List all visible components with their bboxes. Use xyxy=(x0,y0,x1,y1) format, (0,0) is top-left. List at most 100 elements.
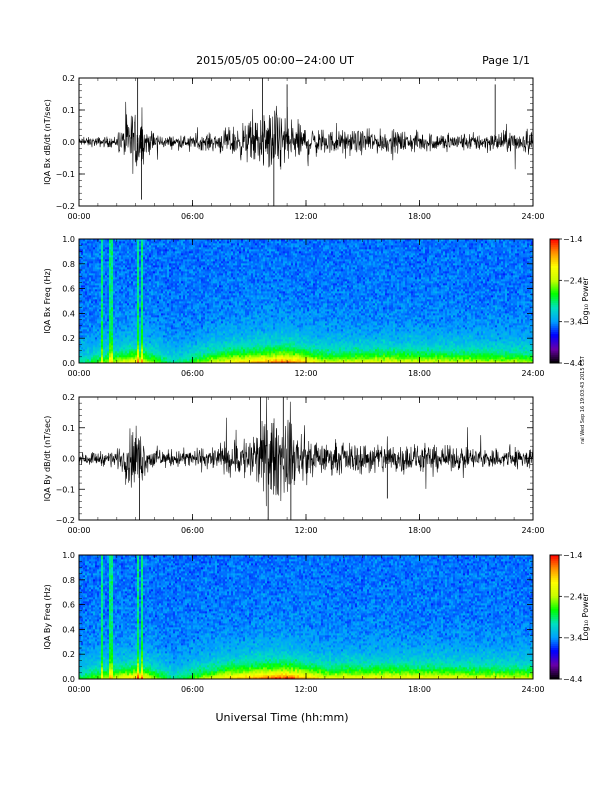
spectrogram-cell xyxy=(103,349,106,352)
spectrogram-cell xyxy=(95,305,98,308)
spectrogram-cell xyxy=(125,311,128,314)
spectrogram-cell xyxy=(127,299,130,302)
spectrogram-cell xyxy=(117,319,120,322)
spectrogram-cell xyxy=(181,249,184,252)
spectrogram-cell xyxy=(95,319,98,322)
spectrogram-cell xyxy=(133,249,136,252)
spectrogram-cell xyxy=(171,329,174,332)
spectrogram-cell xyxy=(91,321,94,324)
spectrogram-cell xyxy=(93,239,96,242)
spectrogram-cell xyxy=(177,261,180,264)
spectrogram-cell xyxy=(167,345,170,348)
spectrogram-cell xyxy=(105,307,108,310)
spectrogram-cell xyxy=(223,251,226,254)
spectrogram-cell xyxy=(99,291,102,294)
spectrogram-cell xyxy=(223,239,226,242)
spectrogram-cell xyxy=(83,303,86,306)
spectrogram-cell xyxy=(197,261,200,264)
spectrogram-cell xyxy=(203,283,206,286)
spectrogram-cell xyxy=(181,325,184,328)
spectrogram-cell xyxy=(217,263,220,266)
spectrogram-cell xyxy=(131,297,134,300)
spectrogram-cell xyxy=(105,319,108,322)
spectrogram-cell xyxy=(149,299,152,302)
spectrogram-cell xyxy=(81,239,84,242)
spectrogram-cell xyxy=(163,309,166,312)
spectrogram-cell xyxy=(211,257,214,260)
spectrogram-cell xyxy=(167,355,170,358)
spectrogram-cell xyxy=(97,301,100,304)
spectrogram-cell xyxy=(181,311,184,314)
spectrogram-cell xyxy=(153,293,156,296)
spectrogram-cell xyxy=(103,245,106,248)
spectrogram-cell xyxy=(139,263,142,266)
spectrogram-cell xyxy=(147,281,150,284)
spectrogram-cell xyxy=(111,261,114,264)
spectrogram-cell xyxy=(229,269,232,272)
spectrogram-cell xyxy=(209,239,212,242)
spectrogram-cell xyxy=(235,321,238,324)
spectrogram-cell xyxy=(205,305,208,308)
spectrogram-cell xyxy=(143,321,146,324)
spectrogram-cell xyxy=(121,275,124,278)
spectrogram-cell xyxy=(103,343,106,346)
spectrogram-cell xyxy=(85,279,88,282)
spectrogram-cell xyxy=(227,343,230,346)
spectrogram-cell xyxy=(99,279,102,282)
spectrogram-cell xyxy=(131,271,134,274)
spectrogram-cell xyxy=(97,293,100,296)
spectrogram-cell xyxy=(147,307,150,310)
spectrogram-cell xyxy=(157,305,160,308)
spectrogram-cell xyxy=(109,255,112,258)
spectrogram-cell xyxy=(79,341,82,344)
spectrogram-cell xyxy=(223,301,226,304)
spectrogram-cell xyxy=(177,333,180,336)
spectrogram-cell xyxy=(111,241,114,244)
spectrogram-cell xyxy=(131,327,134,330)
spectrogram-cell xyxy=(203,325,206,328)
spectrogram-cell xyxy=(113,253,116,256)
spectrogram-cell xyxy=(81,247,84,250)
spectrogram-cell xyxy=(133,335,136,338)
spectrogram-cell xyxy=(143,361,146,364)
spectrogram-cell xyxy=(163,239,166,242)
spectrogram-cell xyxy=(135,265,138,268)
spectrogram-cell xyxy=(219,285,222,288)
spectrogram-cell xyxy=(79,271,82,274)
spectrogram-cell xyxy=(149,301,152,304)
spectrogram-cell xyxy=(193,249,196,252)
spectrogram-cell xyxy=(119,273,122,276)
spectrogram-cell xyxy=(191,277,194,280)
spectrogram-cell xyxy=(153,239,156,242)
spectrogram-cell xyxy=(121,353,124,356)
spectrogram-cell xyxy=(171,249,174,252)
spectrogram-cell xyxy=(155,241,158,244)
spectrogram-cell xyxy=(133,295,136,298)
spectrogram-cell xyxy=(219,279,222,282)
spectrogram-cell xyxy=(195,297,198,300)
spectrogram-cell xyxy=(205,291,208,294)
spectrogram-cell xyxy=(151,349,154,352)
spectrogram-cell xyxy=(145,343,148,346)
spectrogram-cell xyxy=(93,345,96,348)
spectrogram-cell xyxy=(213,351,216,354)
spectrogram-cell xyxy=(159,327,162,330)
spectrogram-cell xyxy=(163,299,166,302)
spectrogram-cell xyxy=(197,313,200,316)
spectrogram-cell xyxy=(87,257,90,260)
spectrogram-cell xyxy=(171,311,174,314)
spectrogram-cell xyxy=(215,255,218,258)
spectrogram-cell xyxy=(233,343,236,346)
spectrogram-cell xyxy=(177,359,180,362)
spectrogram-cell xyxy=(145,325,148,328)
spectrogram-cell xyxy=(141,293,144,296)
spectrogram-cell xyxy=(223,267,226,270)
spectrogram-cell xyxy=(171,321,174,324)
spectrogram-cell xyxy=(159,293,162,296)
spectrogram-cell xyxy=(217,359,220,362)
spectrogram-cell xyxy=(125,317,128,320)
spectrogram-cell xyxy=(219,293,222,296)
spectrogram-cell xyxy=(117,333,120,336)
spectrogram-cell xyxy=(99,341,102,344)
spectrogram-cell xyxy=(207,327,210,330)
